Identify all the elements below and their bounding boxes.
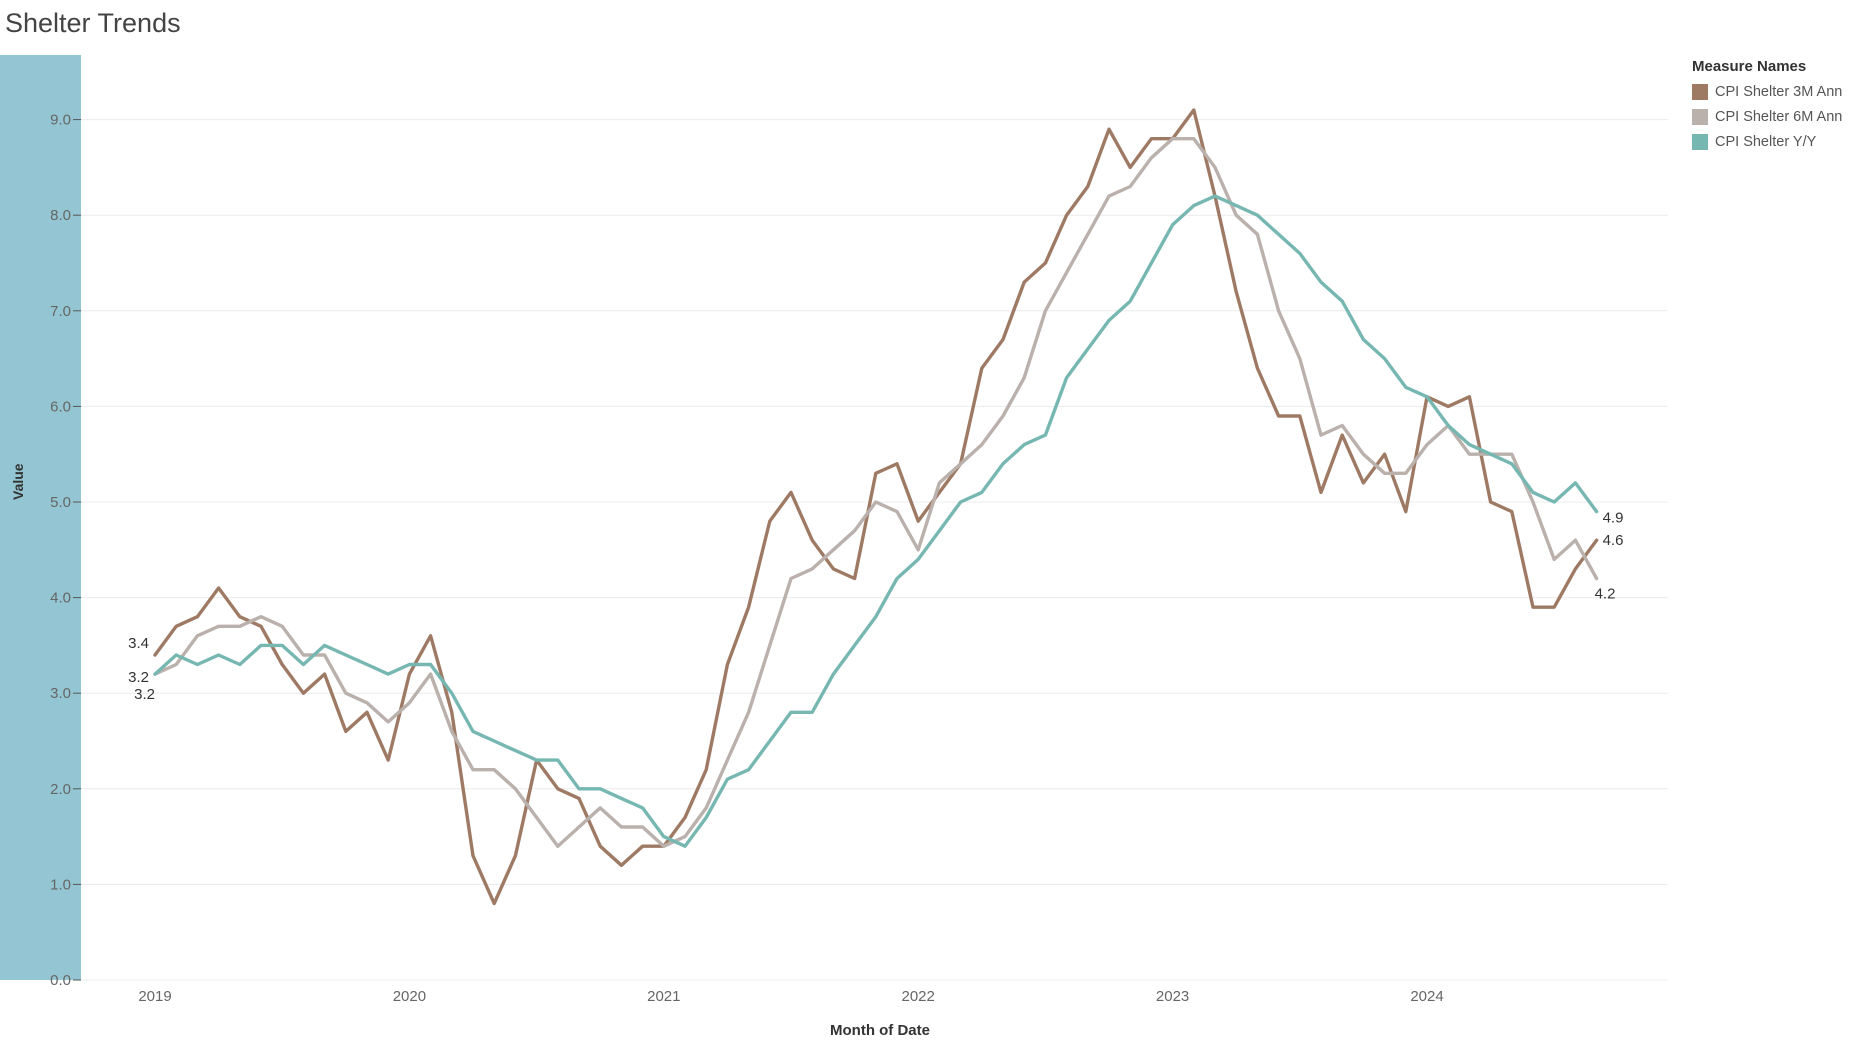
x-tick-label: 2023 xyxy=(1156,988,1189,1005)
y-tick-label: 2.0 xyxy=(50,781,71,798)
x-tick-label: 2021 xyxy=(647,988,680,1005)
y-tick-label: 8.0 xyxy=(50,207,71,224)
start-value-label: 3.4 xyxy=(128,635,149,652)
y-tick-label: 5.0 xyxy=(50,494,71,511)
legend-item-yy[interactable]: CPI Shelter Y/Y xyxy=(1692,129,1853,154)
y-tick-label: 1.0 xyxy=(50,876,71,893)
series-line-0 xyxy=(153,108,1599,906)
x-tick-label: 2022 xyxy=(902,988,935,1005)
legend-swatch-3m xyxy=(1692,83,1708,100)
y-tick-label: 4.0 xyxy=(50,590,71,607)
x-tick-label: 2020 xyxy=(393,988,426,1005)
start-value-label: 3.2 xyxy=(128,669,149,686)
x-tick-label: 2019 xyxy=(138,988,171,1005)
y-axis-band xyxy=(0,55,81,980)
legend: Measure Names CPI Shelter 3M Ann CPI She… xyxy=(1692,58,1853,154)
series-line-2 xyxy=(153,194,1599,848)
series-line-1 xyxy=(153,136,1599,848)
legend-label-yy: CPI Shelter Y/Y xyxy=(1715,133,1817,150)
legend-swatch-6m xyxy=(1692,108,1708,125)
y-tick-label: 6.0 xyxy=(50,398,71,415)
x-axis-title: Month of Date xyxy=(830,1022,930,1039)
end-value-label: 4.2 xyxy=(1595,585,1616,602)
legend-swatch-yy xyxy=(1692,133,1708,150)
y-tick-label: 9.0 xyxy=(50,112,71,129)
y-tick-label: 0.0 xyxy=(50,972,71,989)
y-tick-label: 3.0 xyxy=(50,685,71,702)
end-value-label: 4.6 xyxy=(1603,532,1624,549)
x-tick-label: 2024 xyxy=(1410,988,1443,1005)
y-tick-label: 7.0 xyxy=(50,303,71,320)
start-value-label: 3.2 xyxy=(134,686,155,703)
legend-item-6m[interactable]: CPI Shelter 6M Ann xyxy=(1692,104,1853,129)
legend-label-3m: CPI Shelter 3M Ann xyxy=(1715,83,1843,100)
end-value-label: 4.9 xyxy=(1603,510,1624,527)
legend-label-6m: CPI Shelter 6M Ann xyxy=(1715,108,1843,125)
chart-title: Shelter Trends xyxy=(5,8,181,38)
legend-title: Measure Names xyxy=(1692,58,1807,75)
legend-item-3m[interactable]: CPI Shelter 3M Ann xyxy=(1692,79,1853,104)
